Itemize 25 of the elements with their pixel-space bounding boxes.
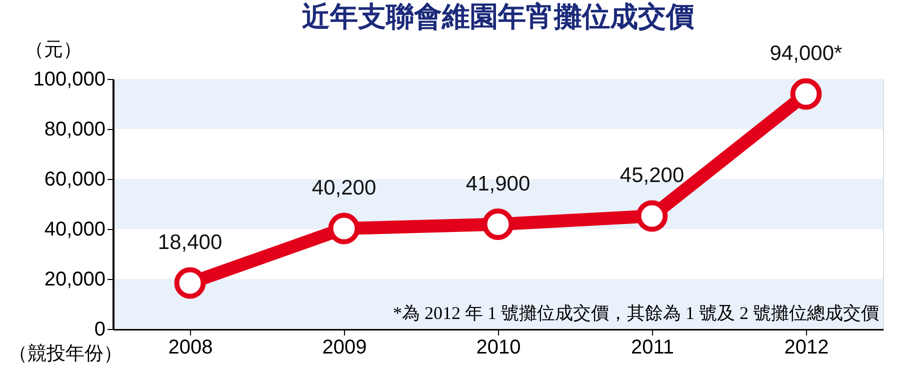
x-tick-label: 2012 [784, 336, 829, 358]
y-tick-label: 0 [94, 318, 106, 340]
data-label: 41,900 [466, 172, 530, 196]
annotation: *為 2012 年 1 號攤位成交價，其餘為 1 號及 2 號攤位總成交價 [393, 303, 879, 323]
chart-title: 近年支聯會維園年宵攤位成交價 [302, 0, 695, 33]
x-axis-title: （競投年份） [8, 344, 122, 364]
point [174, 267, 206, 299]
y-tick-label: 60,000 [44, 168, 106, 190]
data-label: 94,000* [770, 42, 842, 65]
point [636, 200, 668, 232]
x-tick-label: 2009 [322, 336, 367, 358]
data-label: 45,200 [620, 164, 684, 187]
x-tick-label: 2011 [630, 336, 674, 358]
x-tick-label: 2010 [476, 336, 521, 358]
point [482, 208, 514, 240]
data-label: 18,400 [158, 231, 222, 254]
data-label: 40,200 [312, 176, 376, 200]
y-tick-label: 40,000 [44, 218, 106, 240]
y-tick-label: 80,000 [44, 118, 106, 140]
y-tick-label: 100,000 [33, 68, 106, 90]
y-tick-label: 20,000 [44, 268, 106, 290]
x-tick-label: 2008 [168, 336, 213, 358]
point [328, 212, 360, 244]
y-axis-title: （元） [25, 40, 82, 60]
point [790, 78, 822, 110]
